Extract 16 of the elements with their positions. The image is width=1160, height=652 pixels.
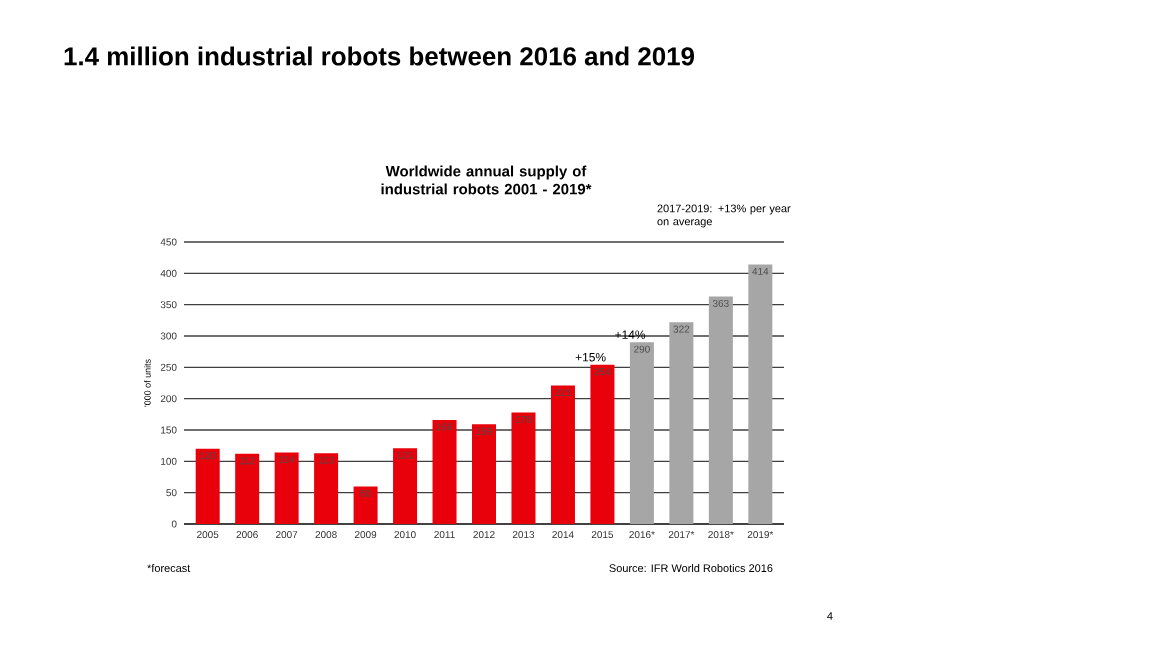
bar bbox=[629, 342, 654, 524]
bar bbox=[274, 452, 299, 524]
bar bbox=[748, 264, 773, 524]
bar bbox=[393, 448, 418, 524]
bar bbox=[669, 322, 694, 524]
bar bbox=[590, 364, 615, 524]
bar bbox=[314, 453, 339, 524]
bar bbox=[550, 385, 575, 524]
bar bbox=[432, 419, 457, 524]
bar bbox=[708, 296, 733, 524]
bar bbox=[353, 486, 378, 524]
bar bbox=[511, 412, 536, 524]
bar bbox=[472, 424, 497, 524]
chart-title: 1.4 million industrial robots between 2016 and 2019 bbox=[64, 46, 694, 66]
bar bbox=[195, 448, 220, 524]
bar bbox=[235, 453, 260, 524]
